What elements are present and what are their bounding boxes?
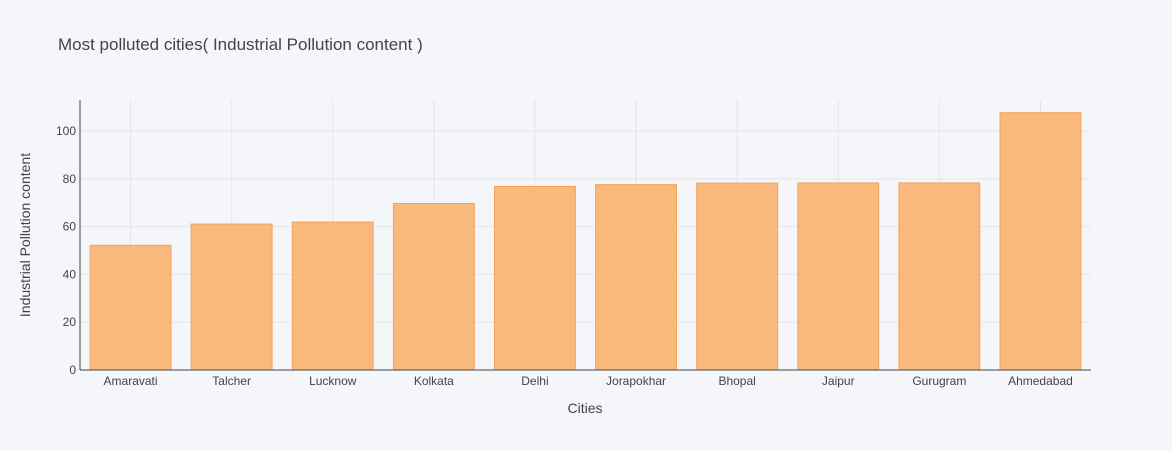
y-axis-title: Industrial Pollution content — [17, 153, 33, 317]
bar-lucknow — [291, 221, 374, 371]
x-tick-label: Delhi — [521, 374, 548, 388]
bar-jaipur — [797, 182, 880, 371]
x-tick-label: Gurugram — [912, 374, 966, 388]
x-tick-label: Kolkata — [414, 374, 454, 388]
chart-title: Most polluted cities( Industrial Polluti… — [58, 35, 423, 54]
x-tick-label: Bhopal — [718, 374, 755, 388]
y-tick-labels: 0 20 40 60 80 100 — [56, 124, 76, 377]
bar-gurugram — [898, 182, 981, 371]
x-tick-label: Jorapokhar — [606, 374, 666, 388]
y-tick-label: 0 — [69, 363, 76, 377]
bar-jorapokhar — [595, 184, 677, 371]
x-tick-label: Ahmedabad — [1008, 374, 1073, 388]
y-tick-label: 20 — [63, 315, 77, 329]
bar-bhopal — [696, 182, 779, 371]
x-tick-label: Jaipur — [822, 374, 855, 388]
y-tick-label: 80 — [63, 172, 77, 186]
axes — [79, 100, 1091, 371]
bar-kolkata — [392, 202, 475, 371]
x-axis-title: Cities — [567, 400, 602, 416]
bars — [89, 112, 1082, 371]
bar-ahmedabad — [999, 112, 1082, 371]
y-tick-label: 100 — [56, 124, 76, 138]
bar-amaravati — [89, 244, 172, 371]
y-tick-label: 40 — [63, 267, 77, 281]
x-tick-label: Talcher — [212, 374, 251, 388]
x-tick-labels: Amaravati Talcher Lucknow Kolkata Delhi Jorap… — [104, 374, 1073, 388]
bar-talcher — [190, 223, 273, 371]
x-tick-label: Amaravati — [104, 374, 158, 388]
y-tick-label: 60 — [63, 220, 77, 234]
bar-delhi — [494, 185, 576, 371]
x-tick-label: Lucknow — [309, 374, 357, 388]
